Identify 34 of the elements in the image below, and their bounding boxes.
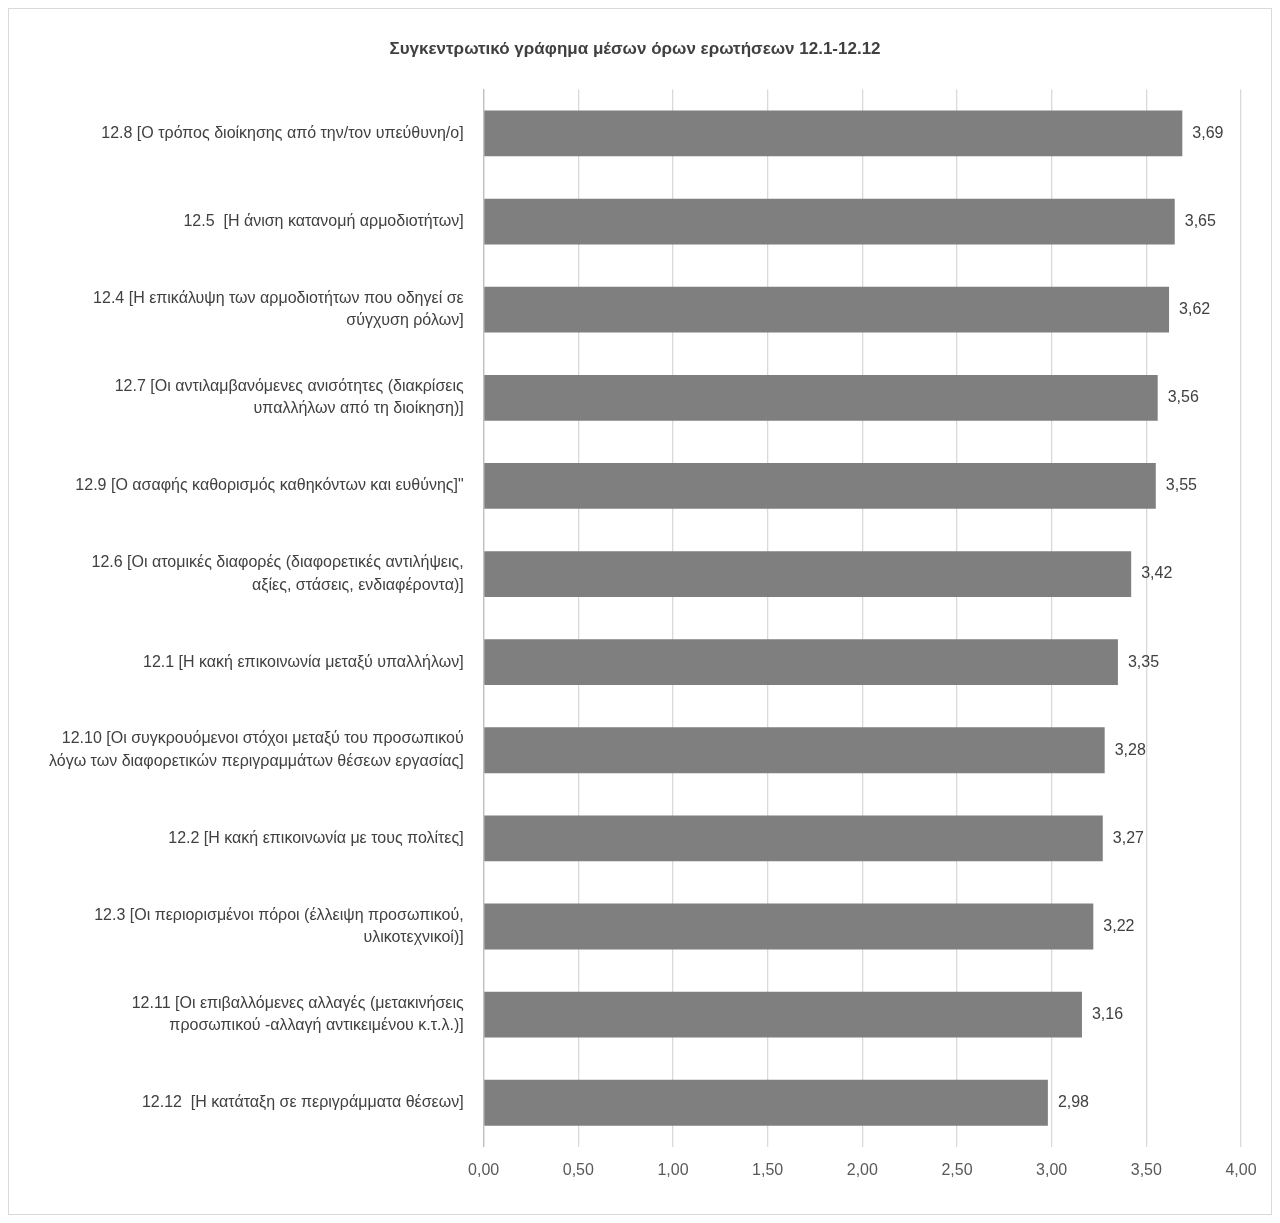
y-tick-label: 12.2 [Η κακή επικοινωνία με τους πολίτες]: [168, 828, 464, 846]
y-tick-label: 12.9 [Ο ασαφής καθορισμός καθηκόντων και ευθύνης]": [75, 476, 464, 494]
data-label: 3,62: [1179, 300, 1211, 318]
data-label: 3,65: [1184, 211, 1216, 229]
chart-title: Συγκεντρωτικό γράφημα μέσων όρων ερωτήσεων 12.1-12.12: [389, 38, 881, 58]
y-tick-label: 12.4 [Η επικάλυψη των αρμοδιοτήτων που οδηγεί σε σύγχυση ρόλων]: [93, 288, 464, 329]
data-label: 3,35: [1127, 652, 1160, 670]
data-label: 2,98: [1057, 1093, 1090, 1111]
data-label: 3,69: [1192, 123, 1224, 141]
y-tick-label: 12.3 [Οι περιορισμένοι πόροι (έλλειψη προσωπικού, υλικοτεχνικοί)]: [94, 905, 464, 946]
y-tick-label: 12.5 [Η άνιση κατανομή αρμοδιοτήτων]: [183, 211, 464, 229]
data-label: 3,42: [1141, 564, 1173, 582]
data-label: 3,27: [1112, 828, 1145, 846]
y-tick-label: 12.10 [Οι συγκρουόμενοι στόχοι μεταξύ του προσωπικού λόγω των διαφορετικών περιγραμμάτων θέσεων εργασίας]: [49, 729, 464, 769]
x-tick-label: 2,00: [846, 1160, 878, 1178]
data-label: 3,56: [1167, 388, 1199, 406]
y-tick-label: 12.11 [Οι επιβαλλόμενες αλλαγές (μετακινήσεις προσωπικού -αλλαγή αντικειμένου κ.τ.λ.)]: [131, 993, 464, 1034]
x-tick-label: 0,50: [562, 1160, 594, 1178]
x-tick-label: 2,50: [941, 1160, 973, 1178]
y-tick-label: 12.6 [Οι ατομικές διαφορές (διαφορετικές αντιλήψεις, αξίες, στάσεις, ενδιαφέροντα)]: [91, 553, 464, 594]
x-tick-label: 3,00: [1036, 1160, 1068, 1178]
data-label: 3,28: [1114, 740, 1146, 758]
x-tick-label: 3,50: [1130, 1160, 1162, 1178]
x-tick-label: 0,00: [468, 1160, 500, 1178]
x-tick-label: 1,50: [752, 1160, 784, 1178]
y-tick-label: 12.7 [Οι αντιλαμβανόμενες ανισότητες (διακρίσεις υπαλλήλων από τη διοίκηση)]: [114, 377, 464, 417]
y-tick-label: 12.1 [Η κακή επικοινωνία μεταξύ υπαλλήλων]: [143, 652, 464, 671]
data-label: 3,16: [1091, 1005, 1124, 1023]
y-tick-label: 12.12 [Η κατάταξη σε περιγράμματα θέσεων]: [141, 1093, 464, 1112]
x-tick-label: 4,00: [1225, 1160, 1257, 1178]
data-label: 3,55: [1165, 476, 1198, 494]
data-label: 3,22: [1103, 916, 1135, 934]
x-tick-label: 1,00: [657, 1160, 689, 1178]
y-tick-label: 12.8 [Ο τρόπος διοίκησης από την/τον υπεύθυνη/ο]: [101, 123, 464, 141]
